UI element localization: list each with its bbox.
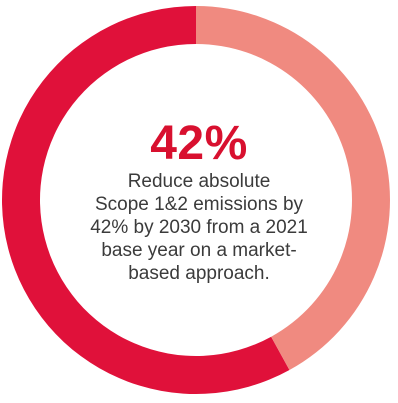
description-line-5: based approach. xyxy=(64,262,334,285)
target-description: Reduce absolute Scope 1&2 emissions by 4… xyxy=(64,170,334,285)
description-line-4: base year on a market- xyxy=(64,239,334,262)
description-line-3: 42% by 2030 from a 2021 xyxy=(64,216,334,239)
description-line-1: Reduce absolute xyxy=(64,170,334,193)
center-text: 42% Reduce absolute Scope 1&2 emissions … xyxy=(64,118,334,285)
description-line-2: Scope 1&2 emissions by xyxy=(64,193,334,216)
headline-percentage: 42% xyxy=(64,118,334,170)
